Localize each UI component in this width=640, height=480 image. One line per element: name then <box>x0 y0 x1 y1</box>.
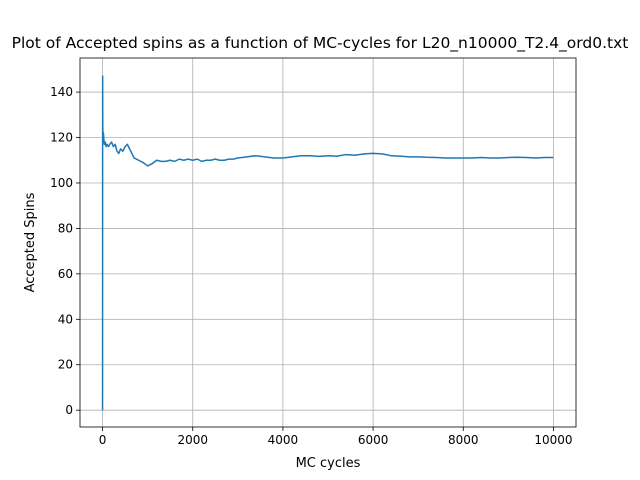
y-tick-label: 40 <box>58 312 73 326</box>
x-tick-label: 8000 <box>448 433 479 447</box>
y-tick-label: 0 <box>65 403 73 417</box>
y-axis-label: Accepted Spins <box>23 192 38 292</box>
x-tick-label: 2000 <box>177 433 208 447</box>
x-tick-label: 0 <box>99 433 107 447</box>
y-tick-label: 60 <box>58 267 73 281</box>
x-tick-label: 10000 <box>534 433 572 447</box>
y-tick-label: 140 <box>50 85 73 99</box>
chart-title: Plot of Accepted spins as a function of … <box>12 34 629 53</box>
tick-layer: 0 2000 4000 6000 8000 10000 0 20 40 60 80 100 120 140 <box>50 85 572 447</box>
x-tick-label: 6000 <box>358 433 389 447</box>
y-tick-label: 20 <box>58 358 73 372</box>
y-tick-label: 100 <box>50 176 73 190</box>
x-tick-label: 4000 <box>268 433 299 447</box>
series-line <box>101 75 554 411</box>
y-tick-label: 80 <box>58 221 73 235</box>
x-axis-label: MC cycles <box>296 456 361 471</box>
grid-layer <box>80 58 576 427</box>
series-layer <box>101 75 554 411</box>
y-tick-label: 120 <box>50 131 73 145</box>
plot-frame <box>79 57 577 428</box>
